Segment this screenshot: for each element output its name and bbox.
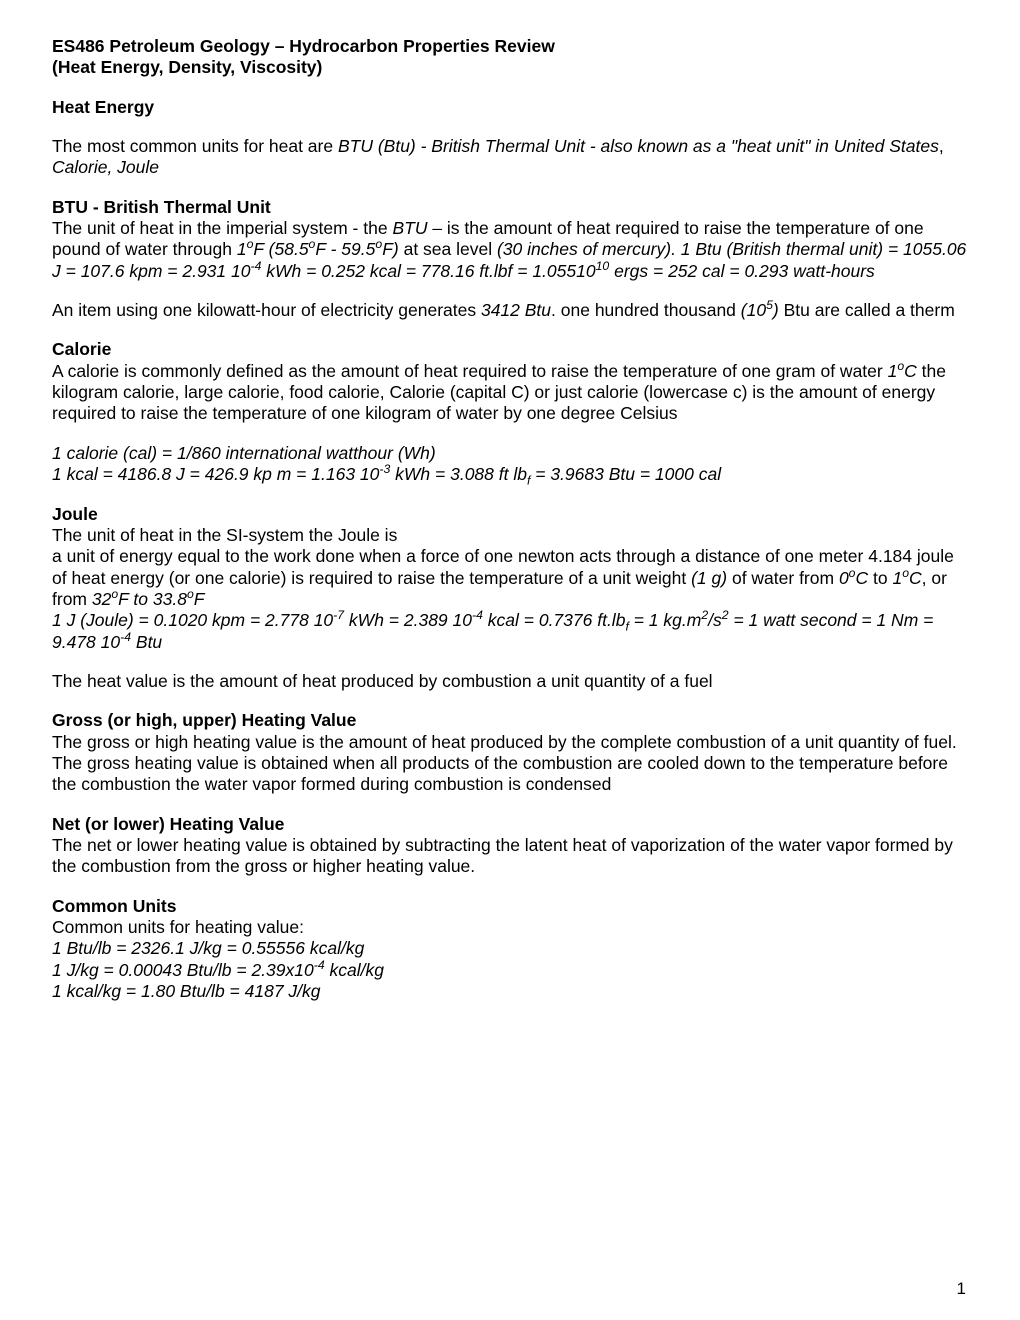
para-btu-1: The unit of heat in the imperial system … [52,218,968,282]
page-number: 1 [957,1279,966,1300]
title-line-1: ES486 Petroleum Geology – Hydrocarbon Pr… [52,36,555,56]
para-common-units-formula: 1 Btu/lb = 2326.1 J/kg = 0.55556 kcal/kg… [52,938,968,1002]
para-calorie-formula: 1 calorie (cal) = 1/860 international wa… [52,443,968,486]
heading-common-units: Common Units [52,896,968,917]
para-btu-2: An item using one kilowatt-hour of elect… [52,300,968,321]
heading-gross: Gross (or high, upper) Heating Value [52,710,968,731]
para-heat-energy: The most common units for heat are BTU (… [52,136,968,179]
para-net: The net or lower heating value is obtain… [52,835,968,878]
title-line-2: (Heat Energy, Density, Viscosity) [52,57,322,77]
para-common-units-intro: Common units for heating value: [52,917,968,938]
document-page: ES486 Petroleum Geology – Hydrocarbon Pr… [0,0,1020,1320]
para-joule-2: The heat value is the amount of heat pro… [52,671,968,692]
para-gross: The gross or high heating value is the a… [52,732,968,796]
heading-calorie: Calorie [52,339,968,360]
para-calorie-1: A calorie is commonly defined as the amo… [52,361,968,425]
heading-joule: Joule [52,504,968,525]
para-joule-1: The unit of heat in the SI-system the Jo… [52,525,968,653]
heading-btu: BTU - British Thermal Unit [52,197,968,218]
heading-heat-energy: Heat Energy [52,97,968,118]
heading-net: Net (or lower) Heating Value [52,814,968,835]
document-title: ES486 Petroleum Geology – Hydrocarbon Pr… [52,36,968,79]
